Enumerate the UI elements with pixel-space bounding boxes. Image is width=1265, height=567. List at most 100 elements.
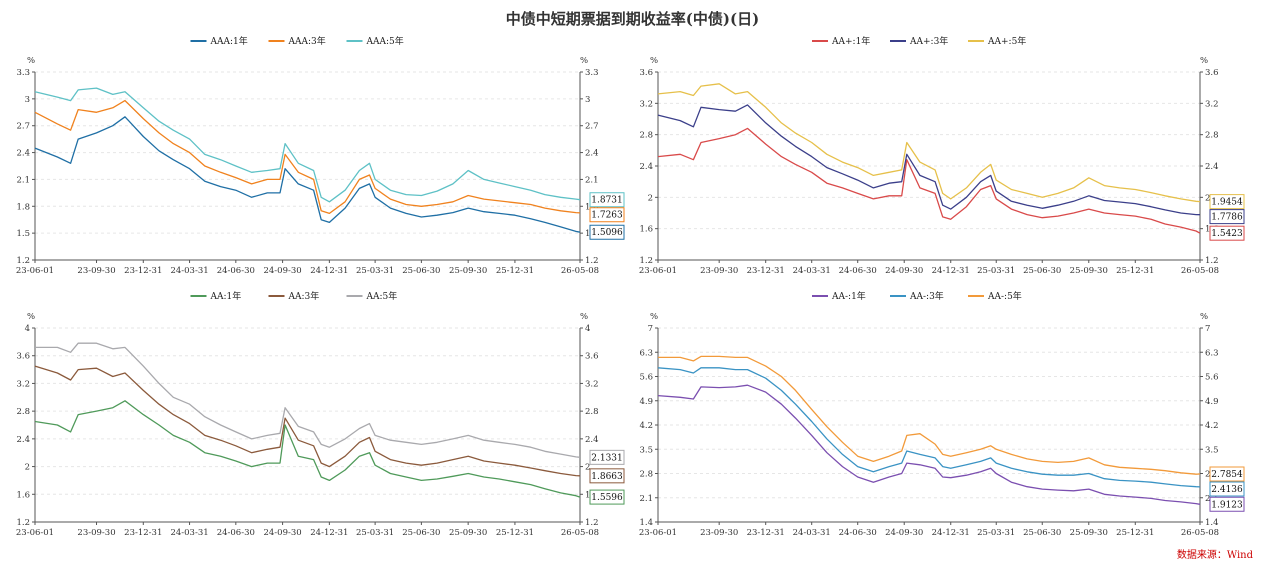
xtick-label-5: 24-09-30 <box>885 266 923 276</box>
end-label-box-2 <box>1209 466 1245 482</box>
ytick-label-left-6: 3.6 <box>639 68 653 78</box>
ytick-label-right-3: 3.5 <box>1205 445 1219 455</box>
ytick-label-right-5: 3.2 <box>585 379 599 389</box>
y-unit-left: % <box>27 312 35 322</box>
end-label-2: 1.9454 <box>1211 198 1243 208</box>
legend-label-1: AA+:3年 <box>909 35 948 47</box>
end-label-0: 1.5596 <box>591 493 623 503</box>
ytick-label-right-4: 2.4 <box>585 149 599 159</box>
series-line-1 <box>657 104 1201 216</box>
xtick-label-9: 25-09-30 <box>1070 266 1108 276</box>
legend-label-1: AA:3年 <box>288 290 320 302</box>
ytick-label-left-1: 1.5 <box>16 229 30 239</box>
ytick-label-left-6: 5.6 <box>639 373 653 383</box>
series-line-2 <box>657 83 1201 203</box>
ytick-label-left-4: 4.2 <box>639 421 653 431</box>
end-label-0: 1.9123 <box>1211 500 1243 510</box>
end-label-box-1 <box>1209 209 1245 225</box>
series-line-1 <box>657 367 1201 488</box>
xtick-label-9: 25-09-30 <box>1070 528 1108 538</box>
xtick-label-5: 24-09-30 <box>885 528 923 538</box>
end-label-box-0 <box>589 489 625 505</box>
ytick-label-right-0: 1.4 <box>1205 518 1219 528</box>
legend-label-0: AAA:1年 <box>210 35 248 47</box>
xtick-label-8: 25-06-30 <box>1023 528 1061 538</box>
end-label-box-2 <box>1209 194 1245 210</box>
ytick-label-left-0: 1.2 <box>16 518 30 528</box>
xtick-label-4: 24-06-30 <box>839 266 877 276</box>
ytick-label-left-3: 2.4 <box>639 162 653 172</box>
legend-label-1: AA-:3年 <box>909 290 944 302</box>
ytick-label-right-5: 3.2 <box>1205 99 1219 109</box>
ytick-label-right-6: 5.6 <box>1205 373 1219 383</box>
ytick-label-right-7: 4 <box>585 324 590 334</box>
chart-1: 1.21.21.51.51.81.82.12.12.42.42.72.7333.… <box>16 35 625 276</box>
ytick-label-left-7: 6.3 <box>639 348 653 358</box>
ytick-label-left-0: 1.2 <box>639 256 653 266</box>
end-label-2: 2.1331 <box>591 453 623 463</box>
chart-3: 1.21.21.61.6222.42.42.82.83.23.23.63.644… <box>16 290 625 538</box>
xtick-label-0: 23-06-01 <box>639 266 677 276</box>
series-line-2 <box>34 87 581 203</box>
end-label-2: 1.8731 <box>591 196 623 206</box>
series-line-1 <box>34 99 581 215</box>
ytick-label-right-3: 2.4 <box>1205 162 1219 172</box>
xtick-label-3: 24-03-31 <box>170 528 208 538</box>
ytick-label-right-3: 2.1 <box>585 175 599 185</box>
xtick-label-10: 25-12-31 <box>496 528 534 538</box>
xtick-label-6: 24-12-31 <box>932 528 970 538</box>
xtick-label-6: 24-12-31 <box>932 266 970 276</box>
xtick-label-6: 24-12-31 <box>310 528 348 538</box>
xtick-label-1: 23-09-30 <box>700 266 738 276</box>
xtick-label-2: 23-12-31 <box>747 266 785 276</box>
xtick-label-0: 23-06-01 <box>16 528 54 538</box>
xtick-label-8: 25-06-30 <box>402 528 440 538</box>
end-label-box-1 <box>1209 481 1245 497</box>
xtick-label-9: 25-09-30 <box>449 528 487 538</box>
ytick-label-right-2: 2 <box>585 463 590 473</box>
ytick-label-left-1: 2.1 <box>639 494 653 504</box>
xtick-label-7: 25-03-31 <box>356 528 394 538</box>
end-label-1: 1.7786 <box>1211 213 1243 223</box>
xtick-label-7: 25-03-31 <box>977 528 1015 538</box>
xtick-label-4: 24-06-30 <box>217 528 255 538</box>
ytick-label-left-5: 3.2 <box>16 379 30 389</box>
xtick-label-10: 25-12-31 <box>496 266 534 276</box>
ytick-label-left-5: 4.9 <box>639 397 653 407</box>
legend-label-0: AA:1年 <box>210 290 242 302</box>
xtick-label-9: 25-09-30 <box>449 266 487 276</box>
y-unit-right: % <box>580 312 588 322</box>
xtick-label-0: 23-06-01 <box>639 528 677 538</box>
y-unit-right: % <box>1200 312 1208 322</box>
ytick-label-left-8: 7 <box>648 324 653 334</box>
xtick-label-4: 24-06-30 <box>839 528 877 538</box>
ytick-label-left-5: 3.2 <box>639 99 653 109</box>
ytick-label-right-3: 2.4 <box>585 435 599 445</box>
end-label-1: 2.4136 <box>1211 485 1243 495</box>
ytick-label-left-0: 1.4 <box>639 518 653 528</box>
end-label-box-0 <box>589 224 625 240</box>
end-label-box-0 <box>1209 225 1245 241</box>
xtick-label-10: 25-12-31 <box>1116 528 1154 538</box>
series-line-0 <box>34 116 581 233</box>
ytick-label-left-3: 2.1 <box>16 175 30 185</box>
series-line-1 <box>34 365 581 477</box>
end-label-box-1 <box>589 468 625 484</box>
page-title: 中债中短期票据到期收益率(中债)(日) <box>505 10 760 28</box>
ytick-label-right-6: 3 <box>585 95 590 105</box>
xtick-label-2: 23-12-31 <box>124 528 162 538</box>
ytick-label-left-2: 2 <box>648 193 653 203</box>
xtick-label-8: 25-06-30 <box>1023 266 1061 276</box>
xtick-label-0: 23-06-01 <box>16 266 54 276</box>
xtick-label-7: 25-03-31 <box>356 266 394 276</box>
ytick-label-left-2: 2 <box>25 463 30 473</box>
xtick-label-5: 24-09-30 <box>263 528 301 538</box>
ytick-label-left-4: 2.8 <box>639 131 653 141</box>
ytick-label-left-7: 4 <box>25 324 30 334</box>
end-label-2: 2.7854 <box>1211 470 1243 480</box>
ytick-label-right-4: 4.2 <box>1205 421 1219 431</box>
chart-2: 1.21.21.61.6222.42.42.82.83.23.23.63.6%%… <box>639 35 1245 276</box>
series-line-2 <box>35 342 581 458</box>
ytick-label-right-8: 7 <box>1205 324 1210 334</box>
